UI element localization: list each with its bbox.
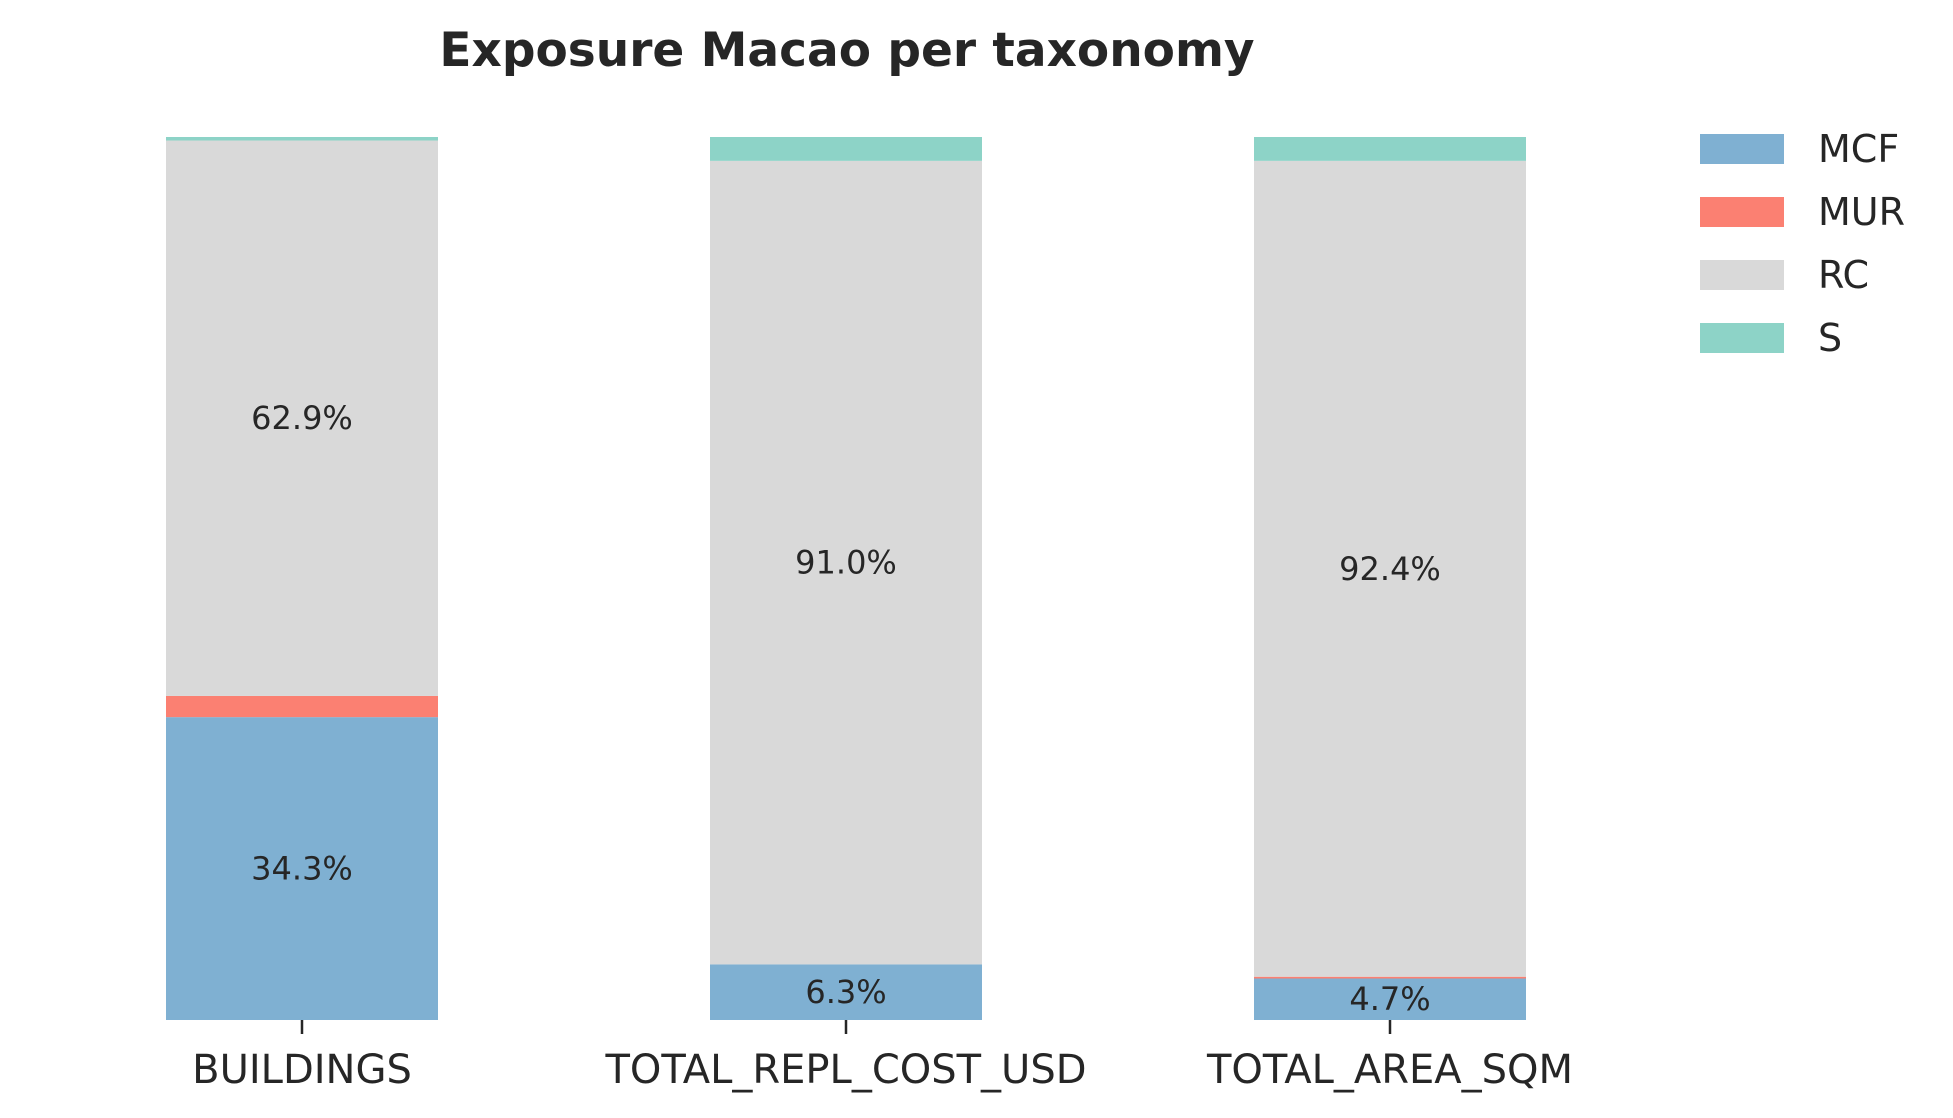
bar-segment-buildings-s (166, 137, 438, 141)
data-label-buildings-mcf: 34.3% (251, 850, 353, 888)
bar-segment-buildings-rc (166, 140, 438, 696)
legend-swatch-rc (1700, 260, 1784, 290)
bar-segment-total-area-sqm-mur (1254, 976, 1526, 979)
legend-label-rc: RC (1818, 253, 1869, 297)
bar-segment-total-area-sqm-rc (1254, 160, 1526, 977)
chart-title: Exposure Macao per taxonomy (439, 23, 1254, 78)
legend-label-mur: MUR (1818, 190, 1905, 234)
bar-segment-buildings-mcf (166, 717, 438, 1020)
data-label-buildings-rc: 62.9% (251, 399, 353, 437)
legend-swatch-mcf (1700, 134, 1784, 164)
data-label-total-repl-cost-usd-rc: 91.0% (795, 544, 897, 582)
x-tick-label-total-area-sqm: TOTAL_AREA_SQM (1206, 1047, 1573, 1093)
bar-segment-total-area-sqm-mcf (1254, 978, 1526, 1020)
bar-segment-total-repl-cost-usd-mcf (710, 964, 982, 1020)
bar-segment-total-area-sqm-s (1254, 137, 1526, 161)
legend-swatch-mur (1700, 197, 1784, 227)
legend-label-s: S (1818, 316, 1842, 360)
x-tick-label-total-repl-cost-usd: TOTAL_REPL_COST_USD (604, 1047, 1086, 1093)
legend-swatch-s (1700, 323, 1784, 353)
bar-segment-buildings-mur (166, 695, 438, 718)
data-label-total-area-sqm-mcf: 4.7% (1349, 980, 1430, 1018)
plot-area: BUILDINGS TOTAL_REPL_COST_USD TOTAL_AREA_S… (166, 137, 1573, 1093)
data-label-total-area-sqm-rc: 92.4% (1339, 550, 1441, 588)
legend: MCF MUR RC S (1700, 127, 1905, 360)
data-label-total-repl-cost-usd-mcf: 6.3% (805, 973, 886, 1011)
bar-segment-total-repl-cost-usd-rc (710, 160, 982, 965)
x-tick-label-buildings: BUILDINGS (192, 1047, 412, 1093)
legend-label-mcf: MCF (1818, 127, 1899, 171)
bar-segment-total-repl-cost-usd-s (710, 137, 982, 161)
